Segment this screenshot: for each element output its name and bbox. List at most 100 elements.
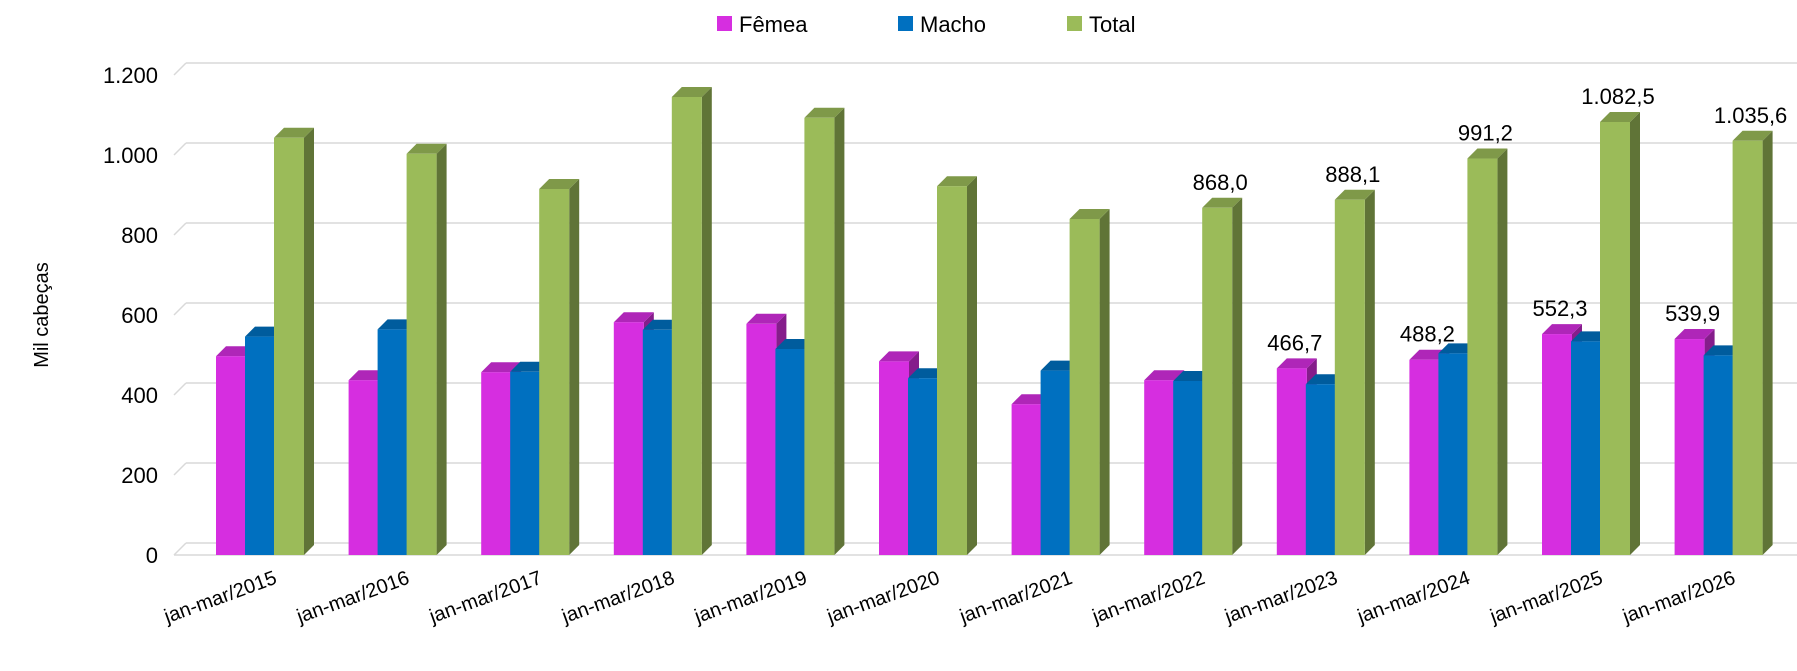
x-tick-label: jan-mar/2024 (1354, 567, 1473, 628)
data-label: 868,0 (1193, 170, 1248, 195)
bar-side (1497, 148, 1508, 555)
bar-total-1 (274, 127, 314, 556)
x-tick-label: jan-mar/2026 (1619, 567, 1738, 628)
bar-front (1409, 359, 1440, 555)
legend-swatch (898, 16, 913, 31)
bar-front (539, 189, 570, 555)
bar-total-6 (937, 176, 977, 555)
bar-front (1305, 384, 1336, 555)
bar-top (1732, 130, 1773, 141)
bar-front (671, 97, 702, 555)
bar-front (908, 378, 938, 555)
bar-front (1334, 199, 1365, 555)
bar-front (510, 371, 541, 555)
x-tick-label: jan-mar/2018 (558, 567, 677, 628)
bar-total-11 (1600, 112, 1640, 555)
bar-top (481, 362, 522, 373)
y-axis-title: Mil cabeças (31, 262, 53, 368)
legend-item-f-mea: Fêmea (717, 12, 808, 37)
bar-top (804, 107, 845, 118)
data-label: 888,1 (1325, 162, 1380, 187)
data-label: 539,9 (1665, 301, 1720, 326)
bars (216, 87, 1773, 556)
bar-side (436, 143, 447, 556)
bar-front (1173, 381, 1204, 555)
legend-swatch (1067, 16, 1082, 31)
data-label: 1.082,5 (1581, 84, 1654, 109)
y-tick-label: 1.000 (103, 143, 158, 168)
gridline-depth (173, 382, 187, 396)
bar-top (1069, 209, 1110, 219)
bar-top (406, 143, 447, 154)
bar-side (967, 176, 977, 555)
data-label: 991,2 (1458, 121, 1513, 146)
gridline-depth (173, 462, 187, 476)
bar-front (746, 323, 777, 555)
bar-side (569, 179, 580, 555)
bar-side (1630, 112, 1640, 555)
y-tick-label: 400 (121, 383, 158, 408)
bar-total-9 (1334, 189, 1375, 555)
bar-front (879, 361, 909, 555)
y-axis-ticks: 0 200 400 600 800 1.000 1.200 (103, 63, 158, 568)
bar-front (1144, 380, 1175, 555)
legend-label: Macho (920, 12, 986, 37)
bar-front (613, 322, 644, 555)
bar-top (1674, 329, 1715, 340)
x-tick-label: jan-mar/2017 (426, 567, 545, 628)
y-tick-label: 800 (121, 223, 158, 248)
gridline-depth (173, 142, 187, 156)
gridline-depth (173, 62, 187, 76)
bar-total-10 (1467, 148, 1508, 555)
bar-total-2 (406, 143, 447, 556)
bar-side (1232, 197, 1243, 556)
data-label: 488,2 (1400, 322, 1455, 347)
bar-front (775, 349, 806, 555)
bar-top (937, 176, 977, 187)
bar-side (1099, 209, 1110, 555)
y-tick-label: 600 (121, 303, 158, 328)
y-tick-label: 1.200 (103, 63, 158, 88)
x-axis-categories: jan-mar/2015 jan-mar/2016 jan-mar/2017 jan-… (161, 567, 1739, 628)
bar-front (642, 329, 673, 555)
y-tick-label: 200 (121, 463, 158, 488)
y-tick-label: 0 (146, 543, 158, 568)
bar-front (348, 380, 379, 555)
bar-front (1276, 368, 1307, 555)
bar-front (804, 117, 835, 556)
bar-front (377, 329, 408, 555)
x-tick-label: jan-mar/2019 (691, 567, 810, 628)
bar-side (1762, 130, 1773, 555)
bar-front (937, 186, 967, 555)
bar-front (1600, 122, 1630, 555)
bar-front (1040, 370, 1071, 555)
bar-front (1011, 404, 1042, 555)
data-label: 1.035,6 (1714, 103, 1787, 128)
bar-front (245, 336, 275, 555)
bar-top (1542, 324, 1582, 335)
x-tick-label: jan-mar/2025 (1487, 567, 1606, 628)
legend: Fêmea Macho Total (717, 12, 1135, 37)
bar-front (274, 137, 304, 556)
x-tick-label: jan-mar/2023 (1221, 567, 1340, 628)
bar-top (1334, 189, 1375, 200)
gridline-depth (173, 222, 187, 236)
bar-top (539, 179, 580, 189)
bar-total-5 (804, 107, 845, 556)
legend-item-macho: Macho (898, 12, 986, 37)
bar-top (671, 87, 712, 97)
bar-top (1276, 358, 1317, 369)
x-tick-label: jan-mar/2021 (956, 567, 1075, 628)
bar-top (879, 351, 919, 362)
gridline-depth (173, 542, 187, 556)
legend-label: Fêmea (739, 12, 808, 37)
bar-front (1069, 219, 1100, 555)
x-tick-label: jan-mar/2015 (161, 567, 280, 628)
bar-front (1467, 158, 1498, 555)
bar-total-12 (1732, 130, 1773, 555)
bar-top (1202, 197, 1243, 208)
bar-total-8 (1202, 197, 1243, 556)
bar-front (1438, 353, 1469, 555)
gridline-depth (173, 302, 187, 316)
